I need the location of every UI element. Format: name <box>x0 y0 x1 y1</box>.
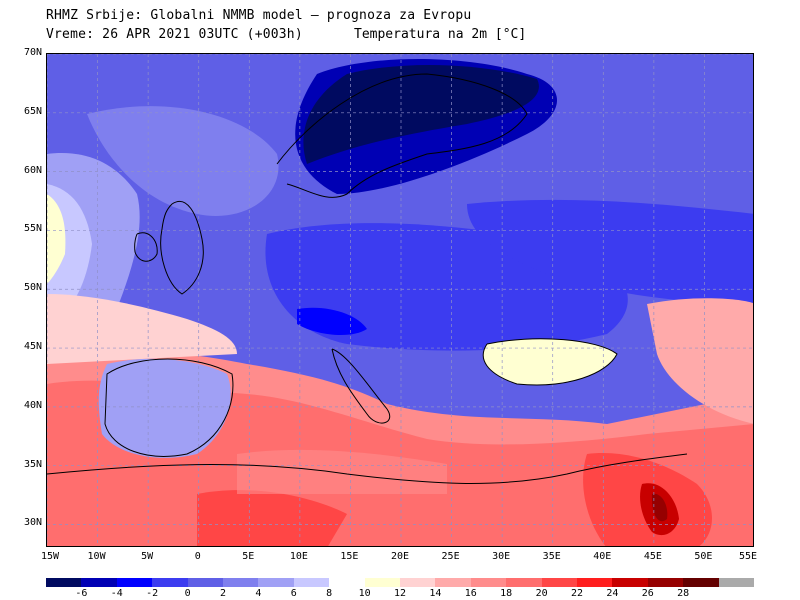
italy-coast <box>331 348 390 424</box>
longitude-tick-label: 30E <box>492 551 511 562</box>
longitude-tick-label: 35E <box>542 551 561 562</box>
colorbar-label: -2 <box>146 588 159 599</box>
russia-zone <box>467 199 753 304</box>
colorbar-label: 10 <box>358 588 371 599</box>
colorbar-label: 0 <box>184 588 191 599</box>
colorbar-swatch <box>116 578 153 587</box>
colorbar-label: 22 <box>570 588 584 599</box>
colorbar-swatch <box>187 578 224 587</box>
atlantic-warm-zone <box>47 194 66 284</box>
colorbar-swatch <box>612 578 649 587</box>
mediterranean-zone <box>237 449 447 494</box>
colorbar-swatch <box>152 578 189 587</box>
north-africa-coast <box>47 453 688 484</box>
caspian-warm-zone <box>647 298 753 424</box>
latitude-tick-label: 45N <box>23 341 42 353</box>
longitude-tick-label: 45E <box>643 551 662 562</box>
longitude-tick-label: 20E <box>390 551 410 562</box>
colorbar-label: 8 <box>326 588 333 599</box>
map-canvas <box>47 54 753 546</box>
norwegian-sea-zone <box>87 106 279 216</box>
colorbar-label: 16 <box>464 588 477 599</box>
colorbar-label: 28 <box>677 588 690 599</box>
colorbar-label: 26 <box>641 588 654 599</box>
colorbar-swatch <box>683 578 720 587</box>
colorbar-swatch <box>81 578 118 587</box>
colorbar-label: 14 <box>429 588 442 599</box>
longitude-tick-label: 5E <box>242 551 255 562</box>
colorbar-swatch <box>293 578 330 587</box>
colorbar-swatch <box>506 578 543 587</box>
colorbar-swatch <box>718 578 755 587</box>
colorbar-label: 18 <box>500 588 513 599</box>
longitude-tick-label: 15E <box>340 551 359 562</box>
temperature-map <box>46 53 754 547</box>
scandinavia-coast <box>276 73 528 198</box>
colorbar-swatch <box>470 578 507 587</box>
latitude-tick-label: 40N <box>23 399 42 411</box>
colorbar-swatch <box>46 578 82 587</box>
colorbar-label: 20 <box>535 588 548 599</box>
coastlines <box>47 73 688 484</box>
alps-cold-zone <box>297 307 367 336</box>
colorbar <box>46 578 755 587</box>
latitude-tick-label: 55N <box>23 223 42 235</box>
latitude-tick-label: 60N <box>23 164 42 176</box>
colorbar-swatch <box>258 578 295 587</box>
longitude-tick-label: 0 <box>194 551 201 562</box>
longitude-tick-label: 50E <box>694 551 713 562</box>
colorbar-swatch <box>364 578 401 587</box>
longitude-tick-label: 40E <box>593 551 612 562</box>
colorbar-swatch <box>400 578 436 587</box>
colorbar-swatch <box>647 578 684 587</box>
colorbar-swatch <box>577 578 613 587</box>
longitude-tick-label: 5W <box>141 551 154 562</box>
longitude-tick-label: 10W <box>87 551 106 562</box>
extreme-heat-zone <box>651 493 668 522</box>
latitude-tick-label: 50N <box>23 282 42 294</box>
longitude-tick-label: 10E <box>289 551 308 562</box>
scandinavia-coldest-zone <box>303 64 539 164</box>
variable-label: Temperatura na 2m [°C] <box>354 27 527 42</box>
colorbar-swatch <box>541 578 578 587</box>
graticule <box>47 54 753 546</box>
black-sea-coast <box>482 338 618 386</box>
iberia-zone <box>98 358 231 458</box>
longitude-tick-label: 55E <box>738 551 758 562</box>
britain-coast <box>160 201 204 295</box>
colorbar-label: -4 <box>110 588 123 599</box>
latitude-tick-label: 65N <box>23 105 42 117</box>
colorbar-swatch <box>435 578 472 587</box>
colorbar-label: -6 <box>75 588 88 599</box>
latitude-tick-label: 30N <box>23 517 42 529</box>
ireland-coast <box>134 232 158 262</box>
iberia-coast <box>104 358 234 457</box>
colorbar-swatch <box>329 578 366 587</box>
longitude-tick-label: 15W <box>40 551 60 562</box>
latitude-tick-label: 70N <box>23 47 42 58</box>
latitude-tick-label: 35N <box>23 458 42 470</box>
forecast-time: Vreme: 26 APR 2021 03UTC (+003h) <box>46 27 303 42</box>
map-title: RHMZ Srbije: Globalni NMMB model – progn… <box>46 8 472 23</box>
hot-sahara-zone <box>197 490 347 546</box>
colorbar-label: 6 <box>290 588 297 599</box>
colorbar-swatch <box>223 578 259 587</box>
colorbar-label: 24 <box>606 588 619 599</box>
black-sea-zone <box>483 338 617 385</box>
colorbar-label: 4 <box>255 588 262 599</box>
colorbar-label: 2 <box>219 588 227 599</box>
colorbar-label: 12 <box>393 588 407 599</box>
longitude-tick-label: 25E <box>441 551 460 562</box>
biscay-zone <box>47 294 237 364</box>
